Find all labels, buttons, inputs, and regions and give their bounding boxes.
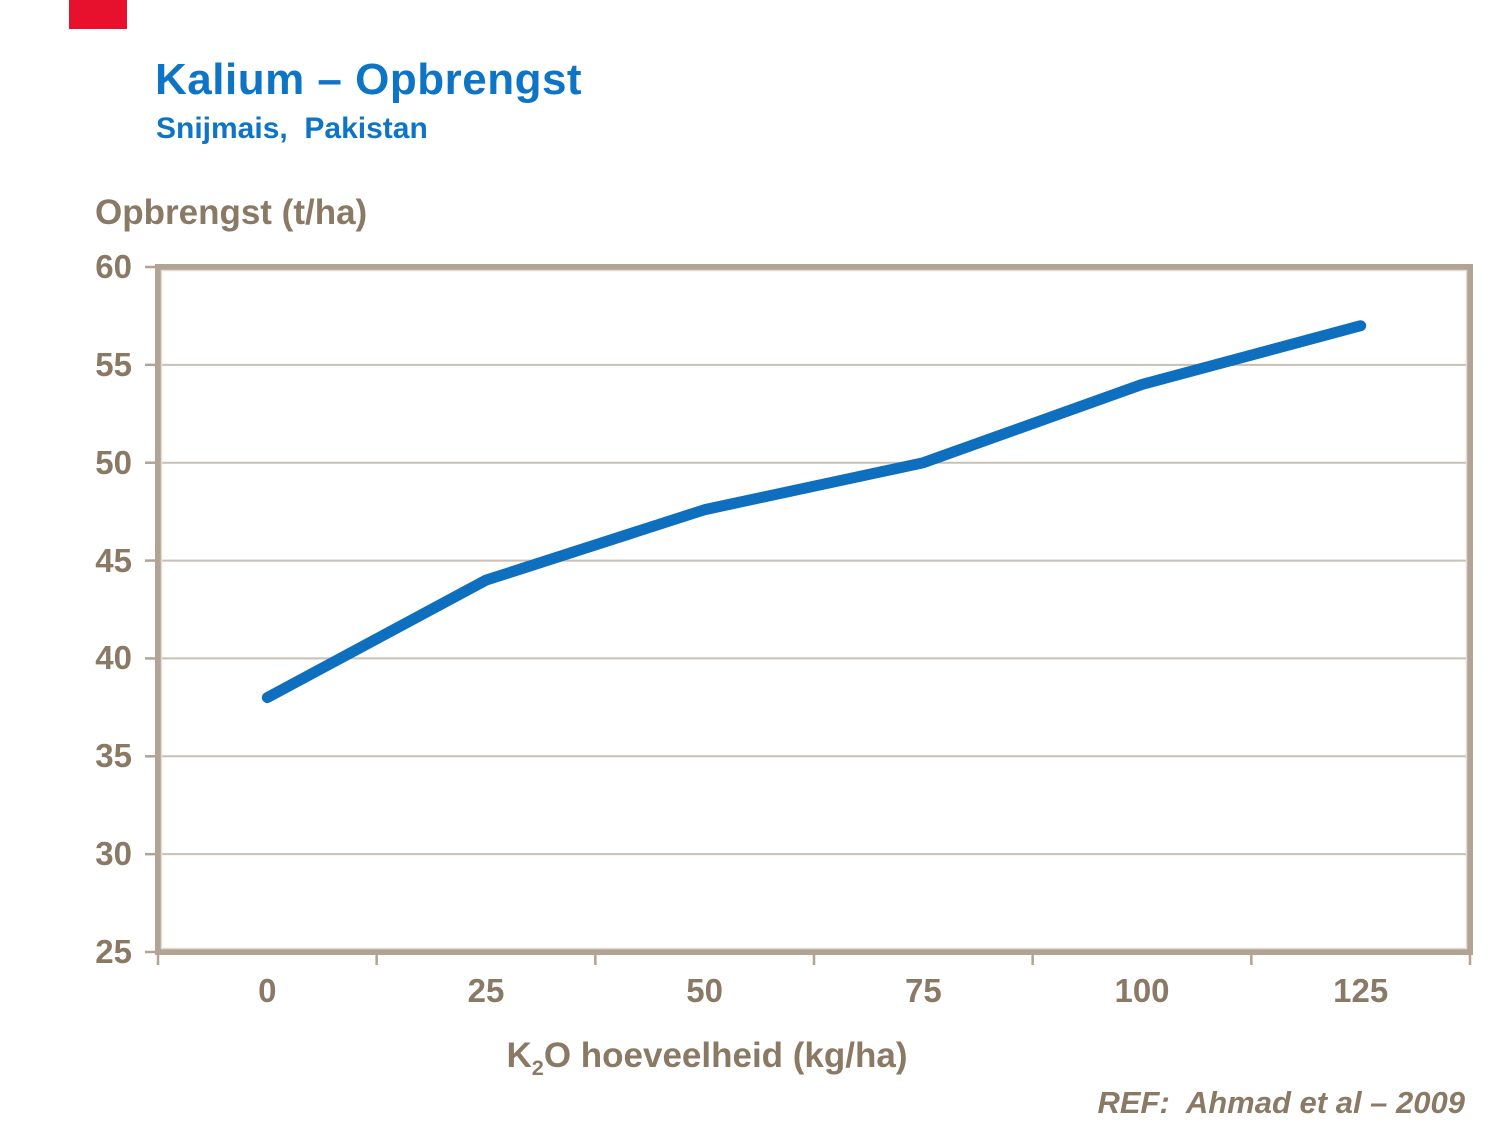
- slide-title: Kalium – Opbrengst: [155, 55, 583, 104]
- y-axis-title: Opbrengst (t/ha): [95, 193, 368, 232]
- x-axis-title: K2O hoeveelheid (kg/ha): [307, 1036, 1107, 1081]
- y-tick-label: 60: [95, 248, 132, 285]
- x-tick-label: 100: [1114, 972, 1170, 1009]
- y-tick-label: 50: [95, 443, 132, 481]
- plot-border: [155, 264, 1473, 955]
- data-line-opbrengst: [261, 320, 1367, 704]
- x-tick-label: 125: [1333, 972, 1389, 1009]
- y-tick-label: 30: [95, 835, 132, 873]
- x-tick-label: 50: [686, 972, 724, 1009]
- reference-text: REF: Ahmad et al – 2009: [1097, 1085, 1465, 1120]
- x-tick-label: 25: [467, 972, 505, 1009]
- x-axis-title-base: K: [506, 1036, 532, 1075]
- plot-border-highlight: [160, 269, 1468, 950]
- y-tick-label: 35: [95, 737, 132, 775]
- y-tick-label: 55: [95, 345, 132, 383]
- slide-subtitle: Snijmais, Pakistan: [156, 112, 428, 145]
- y-tick-label: 25: [95, 933, 132, 970]
- y-tick-label: 40: [95, 639, 132, 677]
- x-axis-title-subscript: 2: [531, 1055, 544, 1080]
- x-axis-title-rest: O hoeveelheid (kg/ha): [543, 1036, 908, 1075]
- red-accent-block: [69, 0, 127, 29]
- x-tick-label: 0: [258, 972, 277, 1009]
- x-tick-label: 75: [904, 972, 942, 1009]
- y-tick-label: 45: [95, 541, 132, 579]
